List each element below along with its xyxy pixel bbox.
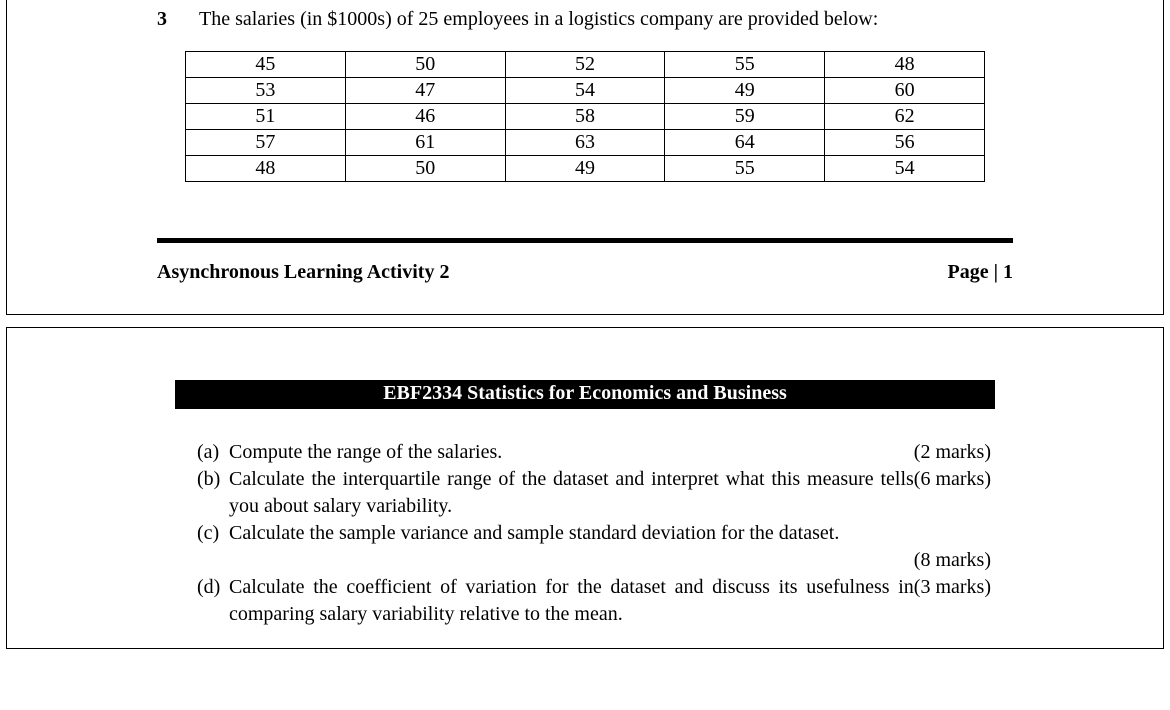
table-cell: 56 [825,130,985,156]
table-cell: 48 [825,52,985,78]
table-row: 51 46 58 59 62 [186,104,985,130]
table-cell: 63 [505,130,665,156]
part-a: (a) (2 marks) Compute the range of the s… [197,439,991,466]
salary-table: 45 50 52 55 48 53 47 54 49 60 51 46 58 5… [185,51,985,182]
table-cell: 53 [186,78,346,104]
part-body: (3 marks) Calculate the coefficient of v… [229,574,991,628]
part-label: (b) [197,466,229,493]
question-prompt: The salaries (in $1000s) of 25 employees… [199,8,878,31]
part-text: Calculate the coefficient of variation f… [229,576,914,625]
part-label: (d) [197,574,229,601]
part-body: (6 marks) Calculate the interquartile ra… [229,466,991,520]
part-marks: (8 marks) [229,547,991,574]
table-row: 53 47 54 49 60 [186,78,985,104]
question-number: 3 [157,8,199,31]
table-cell: 57 [186,130,346,156]
table-cell: 55 [665,156,825,182]
table-cell: 49 [505,156,665,182]
part-body: (2 marks) Compute the range of the salar… [229,439,991,466]
page-footer: Asynchronous Learning Activity 2 Page | … [7,243,1163,294]
table-cell: 46 [345,104,505,130]
footer-left: Asynchronous Learning Activity 2 [157,261,449,284]
part-b: (b) (6 marks) Calculate the interquartil… [197,466,991,520]
table-row: 48 50 49 55 54 [186,156,985,182]
question-row: 3 The salaries (in $1000s) of 25 employe… [7,4,1163,31]
part-d: (d) (3 marks) Calculate the coefficient … [197,574,991,628]
table-cell: 49 [665,78,825,104]
part-label: (c) [197,520,229,547]
table-cell: 64 [665,130,825,156]
part-text: Compute the range of the salaries. [229,441,502,463]
page-1: 3 The salaries (in $1000s) of 25 employe… [6,0,1164,315]
table-cell: 48 [186,156,346,182]
footer-right: Page | 1 [948,261,1014,284]
table-row: 45 50 52 55 48 [186,52,985,78]
table-cell: 54 [825,156,985,182]
part-marks: (2 marks) [914,439,991,466]
table-cell: 50 [345,156,505,182]
table-cell: 55 [665,52,825,78]
table-cell: 45 [186,52,346,78]
table-cell: 62 [825,104,985,130]
table-row: 57 61 63 64 56 [186,130,985,156]
table-cell: 59 [665,104,825,130]
table-cell: 58 [505,104,665,130]
part-c: (c) Calculate the sample variance and sa… [197,520,991,574]
part-body: Calculate the sample variance and sample… [229,520,991,574]
part-label: (a) [197,439,229,466]
table-cell: 52 [505,52,665,78]
table-cell: 51 [186,104,346,130]
table-cell: 54 [505,78,665,104]
question-parts: (a) (2 marks) Compute the range of the s… [7,409,1163,628]
page-2: EBF2334 Statistics for Economics and Bus… [6,327,1164,649]
part-marks: (3 marks) [914,574,991,601]
part-text: Calculate the sample variance and sample… [229,522,839,544]
course-banner: EBF2334 Statistics for Economics and Bus… [175,380,995,409]
part-marks: (6 marks) [914,466,991,493]
part-text: Calculate the interquartile range of the… [229,468,914,517]
table-cell: 61 [345,130,505,156]
table-cell: 60 [825,78,985,104]
table-cell: 47 [345,78,505,104]
table-cell: 50 [345,52,505,78]
